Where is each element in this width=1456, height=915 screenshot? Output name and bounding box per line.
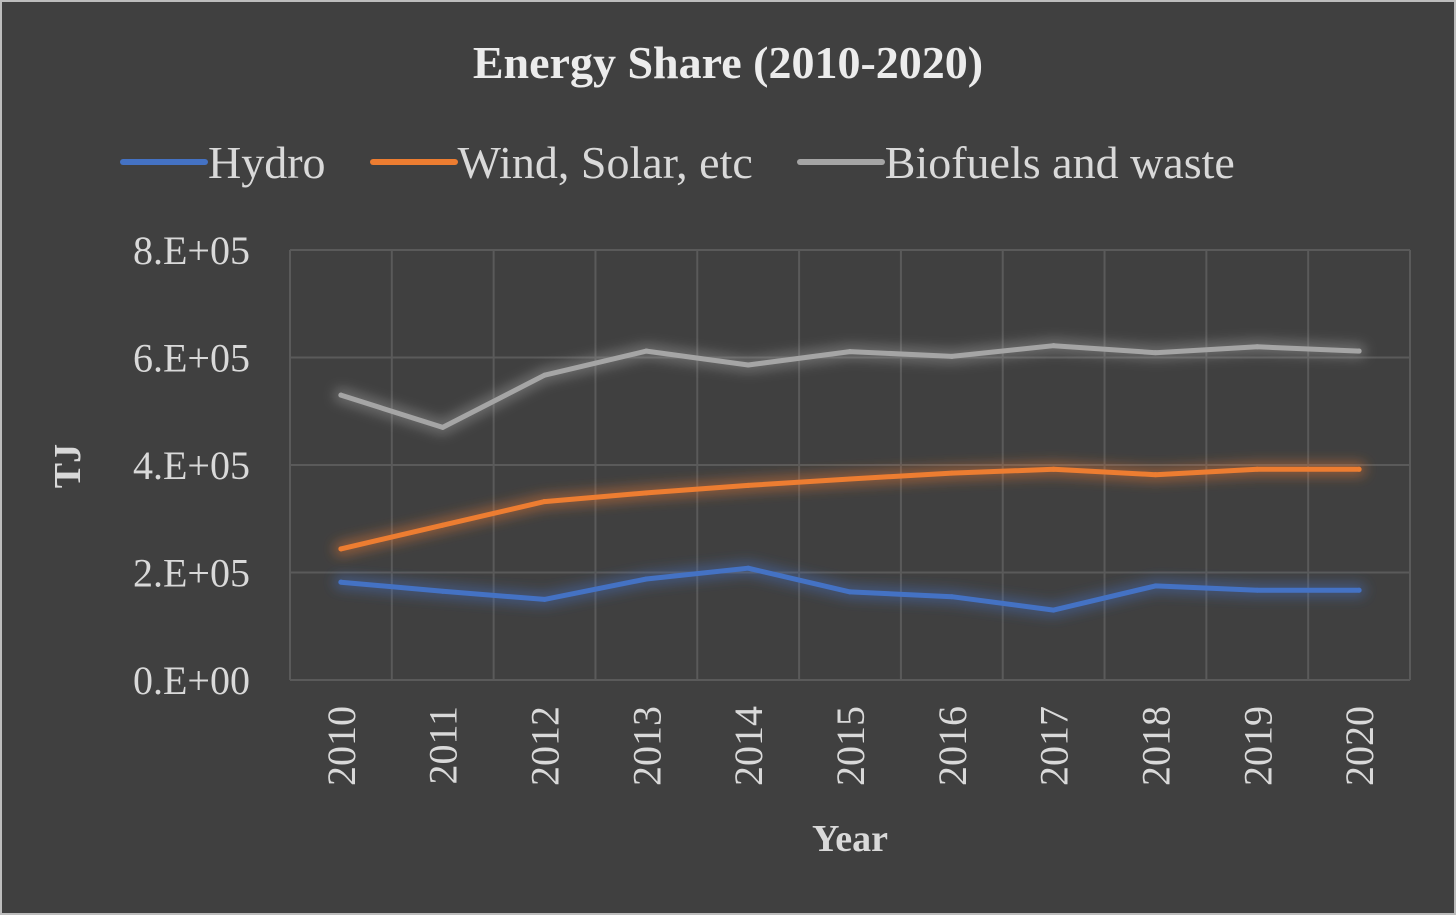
data-point-biofuels-and-waste (1152, 350, 1158, 356)
y-tick-label: 4.E+05 (133, 443, 250, 488)
y-axis-label: TJ (47, 444, 89, 488)
data-point-hydro (1356, 587, 1362, 593)
legend-item-hydro: Hydro (120, 136, 326, 189)
y-tick-label: 0.E+00 (133, 658, 250, 703)
x-tick-label: 2020 (1337, 706, 1382, 786)
legend-label-hydro: Hydro (208, 136, 326, 188)
data-point-wind-solar-etc (1254, 466, 1260, 472)
series-lines (338, 343, 1362, 613)
x-tick-label: 2017 (1032, 706, 1077, 786)
x-tick-label: 2018 (1133, 706, 1178, 786)
x-tick-label: 2019 (1235, 706, 1280, 786)
data-point-hydro (949, 594, 955, 600)
x-tick-label: 2014 (726, 706, 771, 786)
data-point-biofuels-and-waste (1356, 348, 1362, 354)
x-tick-label: 2016 (930, 706, 975, 786)
data-point-hydro (643, 576, 649, 582)
data-point-wind-solar-etc (1356, 466, 1362, 472)
data-point-wind-solar-etc (949, 470, 955, 476)
data-point-biofuels-and-waste (1051, 343, 1057, 349)
x-tick-label: 2011 (421, 706, 466, 785)
data-point-hydro (1051, 607, 1057, 613)
legend: Hydro Wind, Solar, etc Biofuels and wast… (120, 132, 1279, 192)
data-point-hydro (440, 588, 446, 594)
data-point-biofuels-and-waste (440, 424, 446, 430)
data-point-wind-solar-etc (1051, 466, 1057, 472)
x-axis-label: Year (812, 818, 888, 860)
legend-swatch-hydro (120, 159, 208, 165)
data-point-wind-solar-etc (643, 490, 649, 496)
x-tick-label: 2015 (828, 706, 873, 786)
data-point-biofuels-and-waste (643, 348, 649, 354)
legend-label-wind-solar: Wind, Solar, etc (457, 136, 753, 188)
data-point-hydro (745, 565, 751, 571)
y-tick-label: 8.E+05 (133, 228, 250, 273)
legend-swatch-biofuels (796, 159, 885, 165)
data-point-biofuels-and-waste (745, 362, 751, 368)
data-point-hydro (1254, 587, 1260, 593)
data-point-biofuels-and-waste (338, 392, 344, 398)
data-point-biofuels-and-waste (542, 372, 548, 378)
x-tick-label: 2013 (624, 706, 669, 786)
data-point-hydro (1152, 583, 1158, 589)
data-point-wind-solar-etc (542, 499, 548, 505)
data-point-hydro (847, 589, 853, 595)
data-point-wind-solar-etc (745, 482, 751, 488)
y-axis-ticks: 0.E+00 2.E+05 4.E+05 6.E+05 8.E+05 (133, 228, 250, 703)
data-point-biofuels-and-waste (847, 349, 853, 355)
data-point-hydro (338, 579, 344, 585)
data-point-wind-solar-etc (847, 476, 853, 482)
data-point-hydro (542, 596, 548, 602)
data-point-biofuels-and-waste (949, 353, 955, 359)
x-tick-label: 2012 (523, 706, 568, 786)
chart-title: Energy Share (2010-2020) (472, 37, 984, 88)
x-tick-label: 2010 (319, 706, 364, 786)
y-tick-label: 2.E+05 (133, 551, 250, 596)
x-axis-ticks: 2010 2011 2012 2013 2014 2015 2016 2017 2018 2019… (319, 706, 1382, 786)
data-point-wind-solar-etc (1152, 472, 1158, 478)
legend-item-wind-solar: Wind, Solar, etc (369, 136, 753, 189)
y-tick-label: 6.E+05 (133, 336, 250, 381)
legend-swatch-wind-solar (369, 159, 458, 165)
legend-label-biofuels: Biofuels and waste (884, 136, 1235, 188)
data-point-wind-solar-etc (440, 522, 446, 528)
data-point-biofuels-and-waste (1254, 344, 1260, 350)
legend-item-biofuels: Biofuels and waste (796, 136, 1235, 189)
data-point-wind-solar-etc (338, 546, 344, 552)
